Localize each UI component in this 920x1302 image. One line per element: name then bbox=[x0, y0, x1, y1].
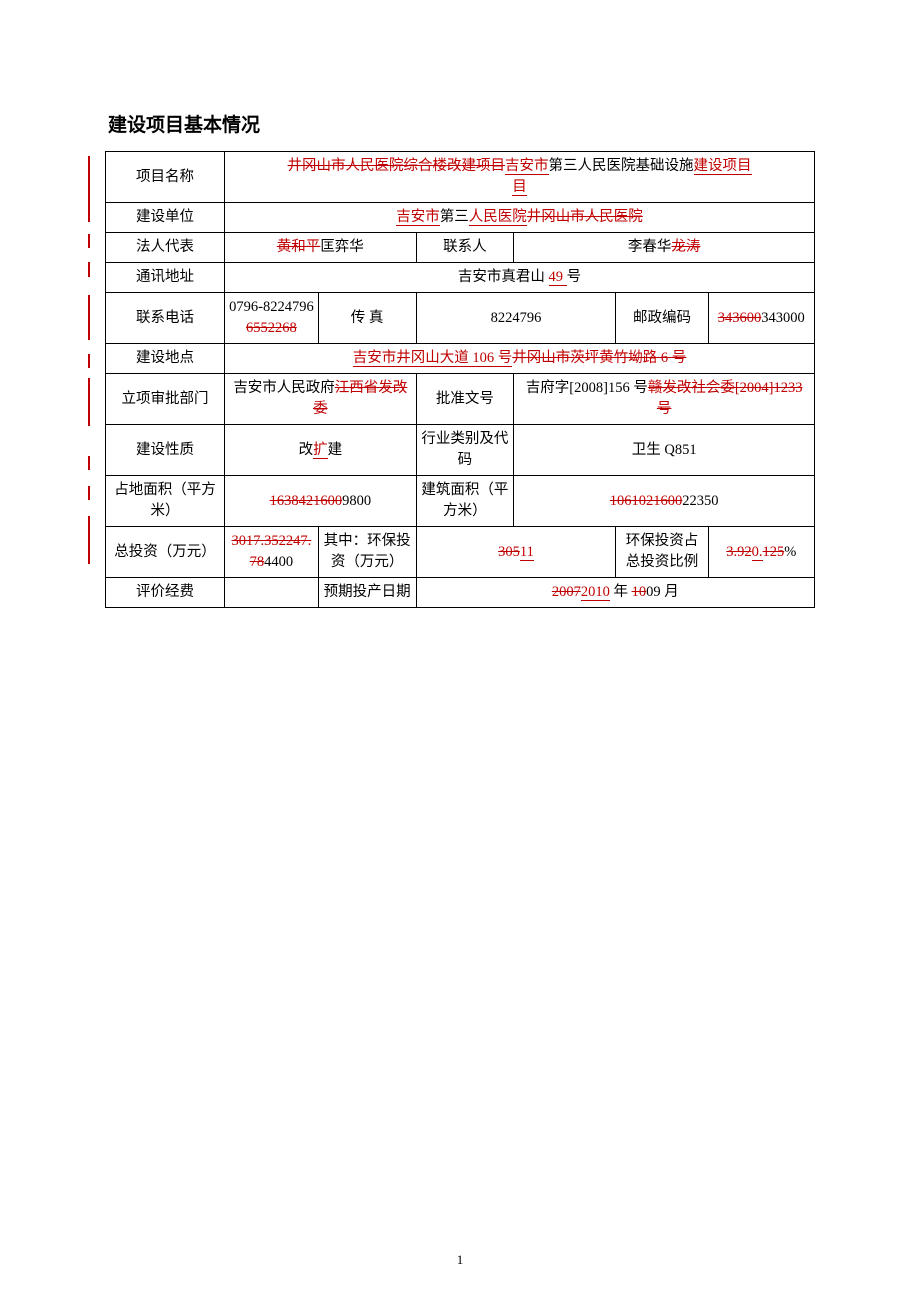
value-build-unit: 吉安市第三人民医院井冈山市人民医院 bbox=[225, 203, 815, 233]
label-env-invest: 其中：环保投资（万元） bbox=[318, 527, 416, 578]
table-row: 建设性质 改扩建 行业类别及代码 卫生 Q851 bbox=[106, 425, 815, 476]
label-project-name: 项目名称 bbox=[106, 152, 225, 203]
label-prod-date: 预期投产日期 bbox=[318, 578, 416, 608]
value-env-ratio: 3.920.125% bbox=[708, 527, 814, 578]
label-total-invest: 总投资（万元） bbox=[106, 527, 225, 578]
label-industry: 行业类别及代码 bbox=[416, 425, 514, 476]
section-heading: 建设项目基本情况 bbox=[108, 110, 815, 137]
value-floor-area: 106102160022350 bbox=[514, 476, 815, 527]
value-land-area: 16384216009800 bbox=[225, 476, 416, 527]
table-row: 建设地点 吉安市井冈山大道 106 号井冈山市茨坪黄竹坳路 6 号 bbox=[106, 344, 815, 374]
table-row: 总投资（万元） 3017.352247.784400 其中：环保投资（万元） 3… bbox=[106, 527, 815, 578]
value-build-nature: 改扩建 bbox=[225, 425, 416, 476]
basic-info-table: 项目名称 井冈山市人民医院综合楼改建项目吉安市第三人民医院基础设施建设项目目 建… bbox=[105, 151, 815, 608]
revision-bar bbox=[88, 516, 90, 564]
label-fax: 传 真 bbox=[318, 293, 416, 344]
table-row: 联系电话 0796-82247966552268 传 真 8224796 邮政编… bbox=[106, 293, 815, 344]
label-approval-dept: 立项审批部门 bbox=[106, 374, 225, 425]
table-row: 评价经费 预期投产日期 20072010 年 1009 月 bbox=[106, 578, 815, 608]
revision-bar bbox=[88, 234, 90, 248]
page-number: 1 bbox=[0, 1252, 920, 1268]
revision-bar bbox=[88, 378, 90, 426]
value-project-name: 井冈山市人民医院综合楼改建项目吉安市第三人民医院基础设施建设项目目 bbox=[225, 152, 815, 203]
value-industry: 卫生 Q851 bbox=[514, 425, 815, 476]
label-build-unit: 建设单位 bbox=[106, 203, 225, 233]
table-row: 项目名称 井冈山市人民医院综合楼改建项目吉安市第三人民医院基础设施建设项目目 bbox=[106, 152, 815, 203]
revision-bar bbox=[88, 156, 90, 222]
label-build-site: 建设地点 bbox=[106, 344, 225, 374]
label-eval-fee: 评价经费 bbox=[106, 578, 225, 608]
value-address: 吉安市真君山 49 号 bbox=[225, 263, 815, 293]
table-row: 立项审批部门 吉安市人民政府江西省发改委 批准文号 吉府字[2008]156 号… bbox=[106, 374, 815, 425]
table-row: 建设单位 吉安市第三人民医院井冈山市人民医院 bbox=[106, 203, 815, 233]
value-build-site: 吉安市井冈山大道 106 号井冈山市茨坪黄竹坳路 6 号 bbox=[225, 344, 815, 374]
revision-bar bbox=[88, 262, 90, 277]
label-approval-no: 批准文号 bbox=[416, 374, 514, 425]
label-floor-area: 建筑面积（平方米） bbox=[416, 476, 514, 527]
table-row: 通讯地址 吉安市真君山 49 号 bbox=[106, 263, 815, 293]
value-legal-rep: 黄和平匡弈华 bbox=[225, 233, 416, 263]
value-contact: 李春华龙涛 bbox=[514, 233, 815, 263]
revision-bar bbox=[88, 456, 90, 470]
value-total-invest: 3017.352247.784400 bbox=[225, 527, 319, 578]
table-row: 法人代表 黄和平匡弈华 联系人 李春华龙涛 bbox=[106, 233, 815, 263]
value-prod-date: 20072010 年 1009 月 bbox=[416, 578, 814, 608]
label-legal-rep: 法人代表 bbox=[106, 233, 225, 263]
page: 建设项目基本情况 项目名称 井冈山市人民医院综合楼改建项目吉安市第三人民医院基础… bbox=[0, 0, 920, 1302]
table-row: 占地面积（平方米） 16384216009800 建筑面积（平方米） 10610… bbox=[106, 476, 815, 527]
label-address: 通讯地址 bbox=[106, 263, 225, 293]
label-contact: 联系人 bbox=[416, 233, 514, 263]
revision-bar bbox=[88, 354, 90, 368]
value-eval-fee bbox=[225, 578, 319, 608]
revision-bar bbox=[88, 486, 90, 500]
value-phone: 0796-82247966552268 bbox=[225, 293, 319, 344]
label-land-area: 占地面积（平方米） bbox=[106, 476, 225, 527]
value-env-invest: 30511 bbox=[416, 527, 616, 578]
value-approval-no: 吉府字[2008]156 号赣发改社会委[2004]1233 号 bbox=[514, 374, 815, 425]
label-build-nature: 建设性质 bbox=[106, 425, 225, 476]
label-postcode: 邮政编码 bbox=[616, 293, 708, 344]
value-fax: 8224796 bbox=[416, 293, 616, 344]
revision-bar bbox=[88, 295, 90, 340]
value-postcode: 343600343000 bbox=[708, 293, 814, 344]
label-env-ratio: 环保投资占总投资比例 bbox=[616, 527, 708, 578]
label-phone: 联系电话 bbox=[106, 293, 225, 344]
value-approval-dept: 吉安市人民政府江西省发改委 bbox=[225, 374, 416, 425]
